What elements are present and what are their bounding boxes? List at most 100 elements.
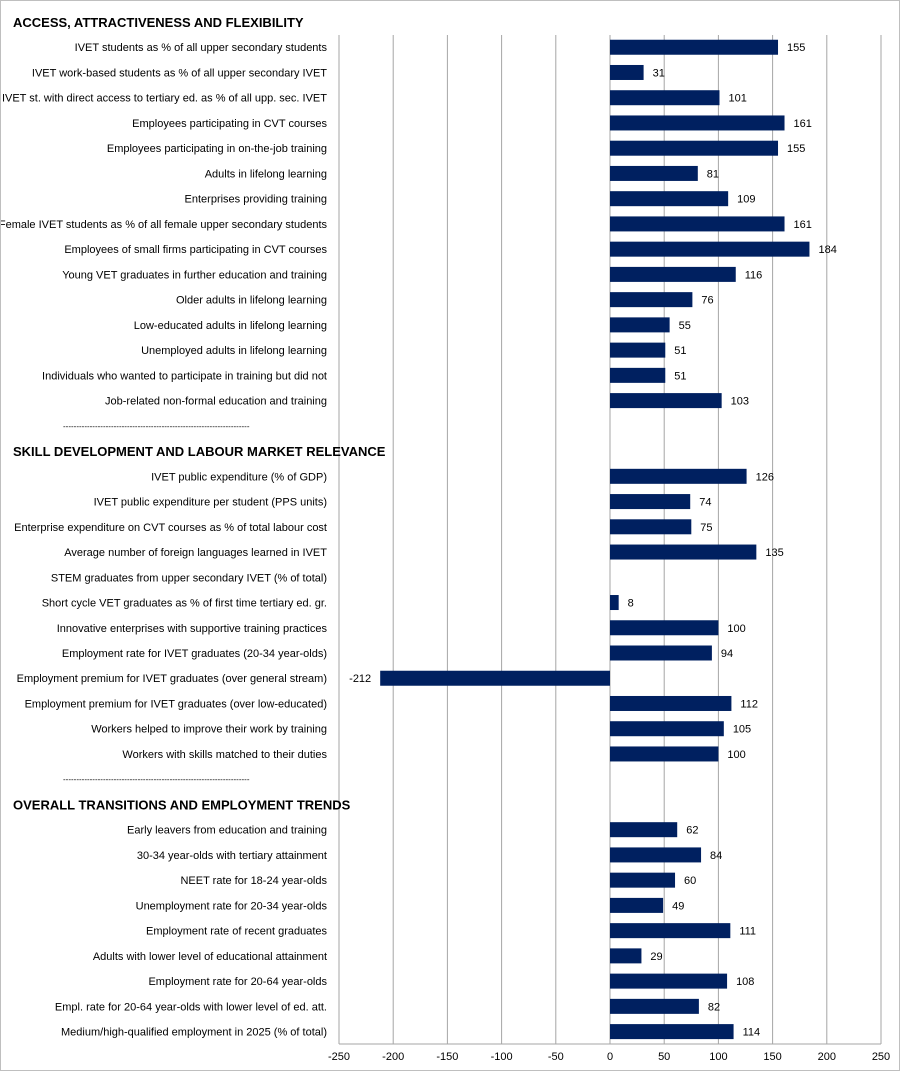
category-label: Enterprises providing training	[185, 194, 327, 206]
category-label: Employment rate of recent graduates	[146, 926, 327, 938]
bar	[610, 973, 728, 989]
category-label: Enterprise expenditure on CVT courses as…	[14, 522, 327, 534]
data-label: 51	[674, 370, 686, 382]
bar	[610, 64, 644, 80]
x-tick-label: 50	[658, 1051, 670, 1063]
data-label: 100	[727, 623, 745, 635]
category-label: Workers helped to improve their work by …	[91, 724, 327, 736]
category-label: Job-related non-formal education and tra…	[105, 396, 327, 408]
bar	[610, 317, 670, 333]
data-label: 81	[707, 168, 719, 180]
data-label: 161	[794, 118, 812, 130]
category-label: Unemployed adults in lifelong learning	[141, 345, 327, 357]
data-label: 51	[674, 345, 686, 357]
data-label: 76	[701, 295, 713, 307]
bar	[610, 923, 731, 939]
data-label: 74	[699, 497, 711, 509]
data-label: 112	[740, 698, 758, 710]
category-label: Young VET graduates in further education…	[62, 269, 327, 281]
category-label: Adults with lower level of educational a…	[93, 951, 327, 963]
category-label: Short cycle VET graduates as % of first …	[42, 598, 327, 610]
data-label: 161	[794, 219, 812, 231]
category-label: Employment premium for IVET graduates (o…	[25, 698, 327, 710]
data-label: 31	[653, 67, 665, 79]
data-label: 100	[727, 749, 745, 761]
bar	[610, 998, 699, 1014]
data-label: 109	[737, 194, 755, 206]
category-label: Individuals who wanted to participate in…	[42, 370, 327, 382]
category-label: IVET st. with direct access to tertiary …	[2, 93, 327, 105]
data-label: 29	[650, 951, 662, 963]
data-label: -212	[349, 673, 371, 685]
data-label: 126	[756, 471, 774, 483]
bar	[610, 645, 712, 661]
bar	[610, 140, 779, 156]
data-label: 84	[710, 850, 722, 862]
category-label: Adults in lifelong learning	[205, 168, 327, 180]
data-label: 94	[721, 648, 733, 660]
category-label: NEET rate for 18-24 year-olds	[180, 875, 327, 887]
data-label: 75	[700, 522, 712, 534]
bar	[610, 494, 691, 510]
x-tick-label: -150	[436, 1051, 458, 1063]
bar	[610, 39, 779, 55]
section-heading: SKILL DEVELOPMENT AND LABOUR MARKET RELE…	[13, 444, 386, 459]
bar	[610, 342, 666, 358]
category-label: Employees participating in on-the-job tr…	[107, 143, 327, 155]
x-tick-label: 250	[872, 1051, 890, 1063]
bar	[610, 292, 693, 308]
category-label: Early leavers from education and trainin…	[127, 825, 327, 837]
data-label: 111	[739, 926, 756, 938]
bar	[610, 241, 810, 257]
bar	[610, 897, 664, 913]
bar	[610, 367, 666, 383]
category-label: Low-educated adults in lifelong learning	[134, 320, 327, 332]
data-label: 62	[686, 825, 698, 837]
category-label: Employees of small firms participating i…	[64, 244, 327, 256]
data-label: 184	[818, 244, 836, 256]
bar	[610, 595, 619, 611]
bar	[610, 90, 720, 106]
bar	[610, 165, 698, 181]
bar	[610, 266, 736, 282]
bar	[610, 620, 719, 636]
bar	[610, 115, 785, 131]
bar	[610, 519, 692, 535]
x-tick-label: 150	[763, 1051, 781, 1063]
category-label: Empl. rate for 20-64 year-olds with lowe…	[55, 1001, 327, 1013]
category-label: Workers with skills matched to their dut…	[122, 749, 327, 761]
x-tick-label: 200	[818, 1051, 836, 1063]
data-label: 49	[672, 900, 684, 912]
x-tick-label: -250	[328, 1051, 350, 1063]
data-label: 114	[743, 1027, 761, 1039]
bar	[610, 746, 719, 762]
data-label: 82	[708, 1001, 720, 1013]
data-label: 60	[684, 875, 696, 887]
data-label: 8	[628, 598, 634, 610]
bar	[610, 468, 747, 484]
data-label: 116	[745, 269, 763, 281]
x-tick-label: 100	[709, 1051, 727, 1063]
data-label: 135	[765, 547, 783, 559]
bar	[610, 721, 724, 737]
data-label: 108	[736, 976, 754, 988]
category-label: Female IVET students as % of all female …	[1, 219, 327, 231]
section-separator: ----------------------------------------…	[63, 775, 250, 784]
category-label: Employment premium for IVET graduates (o…	[17, 673, 327, 685]
section-heading: OVERALL TRANSITIONS AND EMPLOYMENT TREND…	[13, 797, 351, 812]
bar	[610, 822, 678, 838]
section-separator: ----------------------------------------…	[63, 422, 250, 431]
data-label: 155	[787, 143, 805, 155]
x-tick-label: -200	[382, 1051, 404, 1063]
x-axis: -250 -200 -150 -100 -50 0 50 100 150 200 250	[328, 1043, 890, 1063]
bar	[610, 695, 732, 711]
category-label: Employees participating in CVT courses	[132, 118, 327, 130]
category-label: 30-34 year-olds with tertiary attainment	[137, 850, 327, 862]
x-tick-label: -100	[491, 1051, 513, 1063]
x-tick-label: -50	[548, 1051, 564, 1063]
section-heading: ACCESS, ATTRACTIVENESS AND FLEXIBILITY	[13, 15, 304, 30]
bar-layer	[380, 39, 810, 1040]
bar	[610, 191, 729, 207]
data-label: 105	[733, 724, 751, 736]
